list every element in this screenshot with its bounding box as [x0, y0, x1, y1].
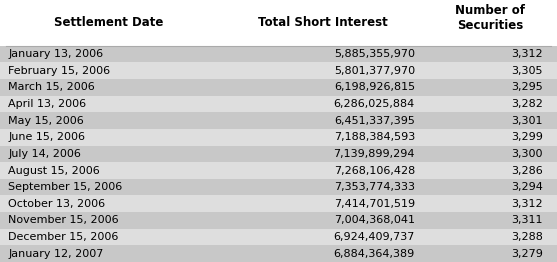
Text: Total Short Interest: Total Short Interest	[258, 17, 388, 29]
Text: 3,299: 3,299	[511, 132, 543, 142]
Text: 3,312: 3,312	[511, 49, 543, 59]
Text: 3,300: 3,300	[511, 149, 543, 159]
Text: 7,268,106,428: 7,268,106,428	[334, 166, 415, 176]
Text: 5,885,355,970: 5,885,355,970	[334, 49, 415, 59]
Text: 7,188,384,593: 7,188,384,593	[334, 132, 415, 142]
Text: 6,286,025,884: 6,286,025,884	[334, 99, 415, 109]
Text: 7,414,701,519: 7,414,701,519	[334, 199, 415, 209]
Bar	[0, 229, 557, 245]
Bar	[0, 112, 557, 129]
Text: 6,451,337,395: 6,451,337,395	[334, 116, 415, 126]
Text: 3,305: 3,305	[511, 66, 543, 76]
Text: 6,884,364,389: 6,884,364,389	[334, 249, 415, 259]
Bar	[0, 62, 557, 79]
Bar	[0, 146, 557, 162]
Bar	[0, 195, 557, 212]
Text: April 13, 2006: April 13, 2006	[8, 99, 86, 109]
Bar	[0, 46, 557, 62]
Bar	[0, 0, 557, 46]
Text: March 15, 2006: March 15, 2006	[8, 83, 95, 92]
Text: 3,311: 3,311	[511, 215, 543, 225]
Text: 6,924,409,737: 6,924,409,737	[334, 232, 415, 242]
Text: October 13, 2006: October 13, 2006	[8, 199, 105, 209]
Bar	[0, 245, 557, 262]
Text: 7,139,899,294: 7,139,899,294	[334, 149, 415, 159]
Bar	[0, 162, 557, 179]
Text: 3,301: 3,301	[511, 116, 543, 126]
Text: 3,294: 3,294	[511, 182, 543, 192]
Text: 3,286: 3,286	[511, 166, 543, 176]
Text: 3,312: 3,312	[511, 199, 543, 209]
Text: Settlement Date: Settlement Date	[54, 17, 163, 29]
Text: June 15, 2006: June 15, 2006	[8, 132, 85, 142]
Text: September 15, 2006: September 15, 2006	[8, 182, 123, 192]
Text: November 15, 2006: November 15, 2006	[8, 215, 119, 225]
Text: January 12, 2007: January 12, 2007	[8, 249, 104, 259]
Bar	[0, 212, 557, 229]
Text: Number of
Securities: Number of Securities	[455, 4, 525, 32]
Bar	[0, 96, 557, 112]
Text: 5,801,377,970: 5,801,377,970	[334, 66, 415, 76]
Text: 3,282: 3,282	[511, 99, 543, 109]
Bar	[0, 79, 557, 96]
Text: 7,004,368,041: 7,004,368,041	[334, 215, 415, 225]
Text: 6,198,926,815: 6,198,926,815	[334, 83, 415, 92]
Text: January 13, 2006: January 13, 2006	[8, 49, 104, 59]
Text: July 14, 2006: July 14, 2006	[8, 149, 81, 159]
Bar	[0, 179, 557, 195]
Text: 3,279: 3,279	[511, 249, 543, 259]
Text: February 15, 2006: February 15, 2006	[8, 66, 110, 76]
Text: August 15, 2006: August 15, 2006	[8, 166, 100, 176]
Bar	[0, 129, 557, 146]
Text: 7,353,774,333: 7,353,774,333	[334, 182, 415, 192]
Text: 3,295: 3,295	[511, 83, 543, 92]
Text: 3,288: 3,288	[511, 232, 543, 242]
Text: May 15, 2006: May 15, 2006	[8, 116, 84, 126]
Text: December 15, 2006: December 15, 2006	[8, 232, 119, 242]
